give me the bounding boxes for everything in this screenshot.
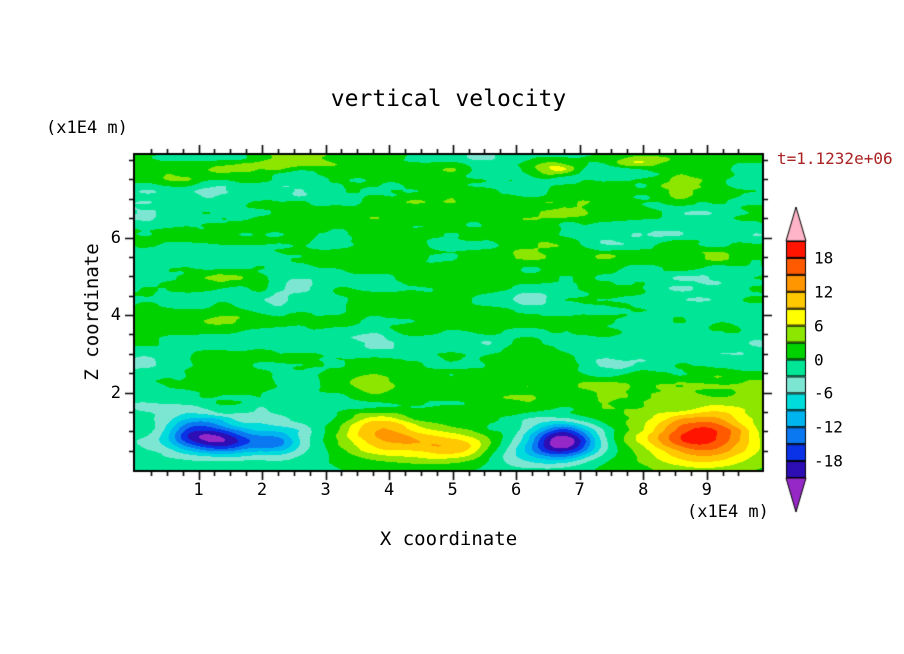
y-axis-unit: (x1E4 m) xyxy=(46,118,128,138)
plot-title: vertical velocity xyxy=(330,86,567,112)
time-label: t=1.1232e+06 xyxy=(777,149,893,168)
x-axis-unit: (x1E4 m) xyxy=(687,502,769,522)
y-axis-label: Z coordinate xyxy=(81,243,103,381)
x-axis-label: X coordinate xyxy=(379,528,518,550)
